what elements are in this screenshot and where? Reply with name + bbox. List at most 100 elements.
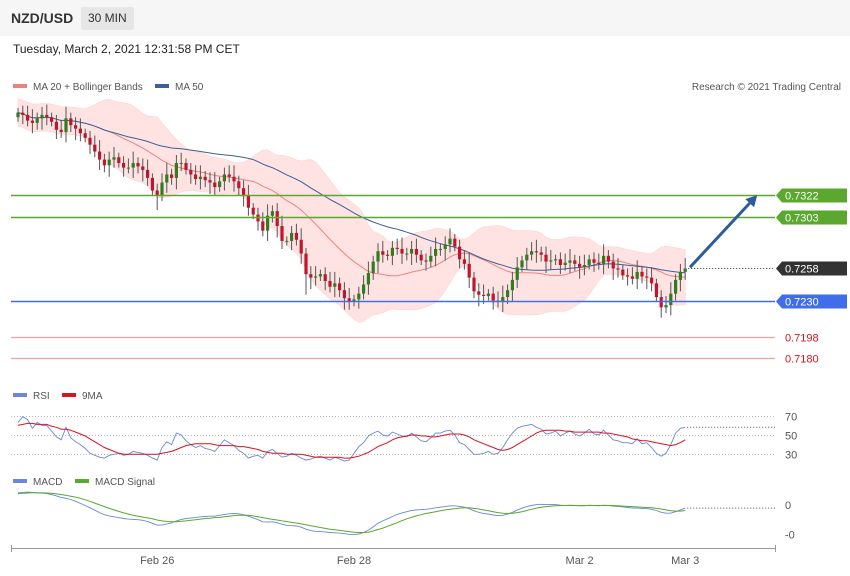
candle-body [208,180,212,183]
candle-body [573,260,577,264]
candle-body [213,182,217,188]
level-tag-0.7258 [776,261,847,276]
candle-body [246,195,250,208]
level-tag-0.7322 [776,188,847,203]
candle-body [549,260,553,262]
candle-body [352,299,356,302]
candle-body [26,114,30,121]
level-value-0.7198: 0.7198 [785,333,819,345]
candle-body [338,283,342,291]
candle-body [362,284,366,294]
candle-body [414,248,418,255]
candle-body [390,247,394,256]
candle-body [395,247,399,249]
macd-tick-label: 0 [785,500,791,512]
candle-body [477,291,481,295]
legend-swatch-ma20 [13,84,27,88]
level-tag-0.7303 [776,210,847,225]
candle-body [78,128,82,134]
macd-signal-line [17,492,686,533]
candle-body [232,176,236,182]
candle-body [371,261,375,274]
candle-body [45,114,49,118]
candle-body [275,211,279,227]
macd-panel: 0 -0 [17,491,795,542]
candle-body [544,254,548,262]
candle-body [501,297,505,302]
candle-body [597,262,601,264]
candle-body [635,271,639,279]
candle-body [650,277,654,284]
candle-body [218,181,222,188]
rsi-panel: 70 50 30 [11,412,797,462]
candle-body [448,238,452,245]
candle-body [438,248,442,250]
candle-body [630,276,634,279]
legend-label-ma50: MA 50 [175,82,204,93]
forecast-arrow-head [745,195,758,208]
candle-body [165,174,169,183]
credit-label: Research © 2021 Trading Central [692,82,841,93]
candle-body [237,181,241,189]
candle-body [21,112,25,115]
candle-body [669,293,673,306]
legend-label-macd-signal: MACD Signal [95,477,155,488]
candle-body [227,174,231,177]
candle-body [386,254,390,256]
candle-body [429,255,433,262]
candle-body [491,293,495,301]
level-value-0.7322: 0.7322 [785,191,819,203]
candle-body [155,190,159,196]
legend-swatch-rsi-ma [62,393,76,397]
candle-body [170,174,174,178]
candle-body [112,157,116,160]
level-value-0.7180: 0.7180 [785,354,819,366]
candle-body [530,251,534,255]
candle-body [222,174,226,182]
candle-body [59,129,63,133]
candle-body [131,163,135,168]
candle-body [304,253,308,275]
level-value-0.7258: 0.7258 [785,264,819,276]
symbol-label: NZD/USD [11,10,74,26]
candle-body [251,207,255,215]
candle-body [328,281,332,287]
candle-body [506,290,510,298]
candle-body [458,246,462,260]
timeframe-badge[interactable]: 30 MIN [81,7,134,30]
candle-body [376,251,380,262]
candle-body [520,260,524,268]
candle-body [678,271,682,280]
candle-body [578,263,582,268]
datetime-label: Tuesday, March 2, 2021 12:31:58 PM CET [13,42,240,56]
level-tag-0.7230 [776,294,847,309]
candle-body [381,251,385,255]
candle-body [582,265,586,268]
legend-label-macd: MACD [33,477,62,488]
candle-body [424,260,428,262]
candle-body [290,232,294,241]
candle-body [539,252,543,255]
candle-body [270,211,274,216]
candle-body [453,238,457,247]
candle-body [654,283,658,298]
legend-swatch-ma50 [155,84,169,88]
rsi-tick-label: 70 [785,412,797,424]
forecast-arrow [688,202,751,269]
candle-body [482,294,486,296]
candle-body [64,118,68,133]
candle-body [160,182,164,196]
candle-body [640,271,644,277]
candle-body [366,273,370,285]
candle-body [568,260,572,263]
candle-body [467,263,471,278]
candle-body [299,239,303,254]
candle-body [683,268,687,272]
candle-body [184,163,188,170]
bollinger-band [17,98,686,323]
candle-body [150,177,154,191]
candle-body [621,269,625,276]
candle-body [616,268,620,270]
ma20-line [17,112,686,278]
